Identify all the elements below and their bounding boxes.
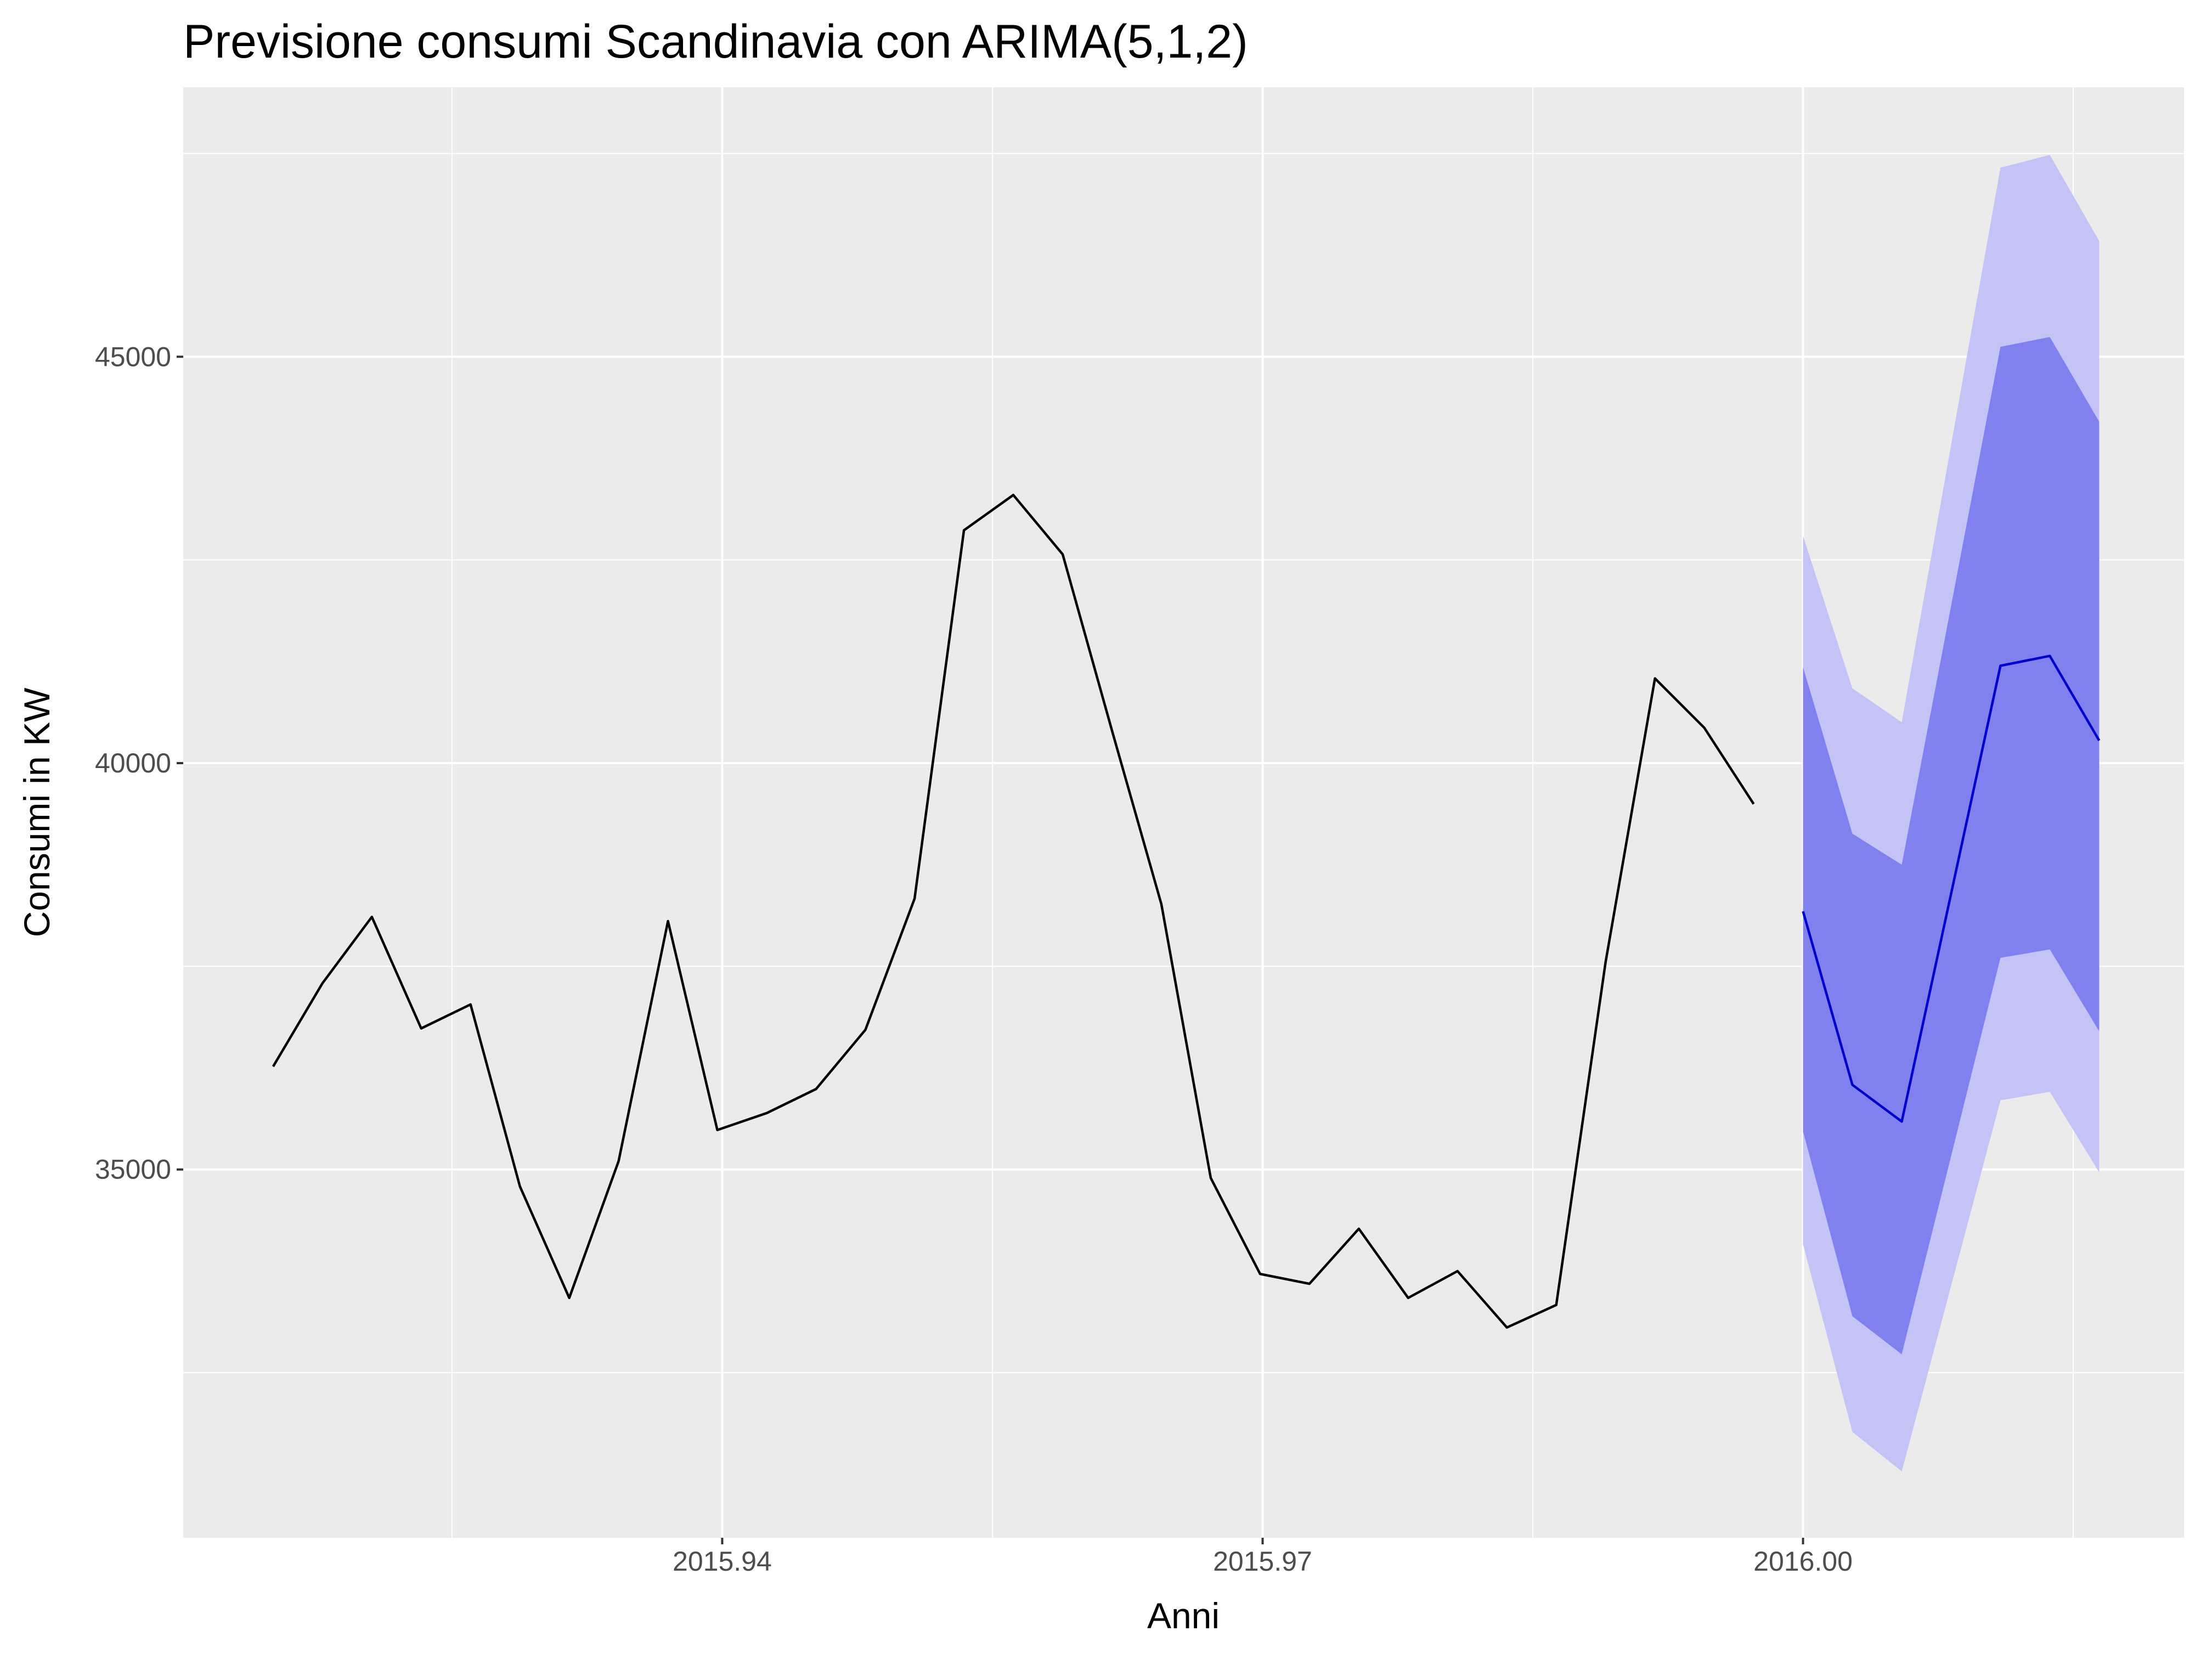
y-tick-label: 35000 xyxy=(95,1154,171,1185)
y-tick-label: 45000 xyxy=(95,341,171,372)
data-line xyxy=(272,494,1755,1329)
chart-title: Previsione consumi Scandinavia con ARIMA… xyxy=(183,15,1248,68)
x-axis-title: Anni xyxy=(1147,1595,1220,1636)
y-axis-title: Consumi in KW xyxy=(16,687,57,937)
x-tick-label: 2015.97 xyxy=(1213,1546,1312,1577)
x-tick-label: 2015.94 xyxy=(673,1546,772,1577)
x-tick-label: 2016.00 xyxy=(1753,1546,1853,1577)
data-line xyxy=(1802,654,2101,1123)
prediction-band xyxy=(1803,337,2100,1355)
y-tick-label: 40000 xyxy=(95,748,171,778)
